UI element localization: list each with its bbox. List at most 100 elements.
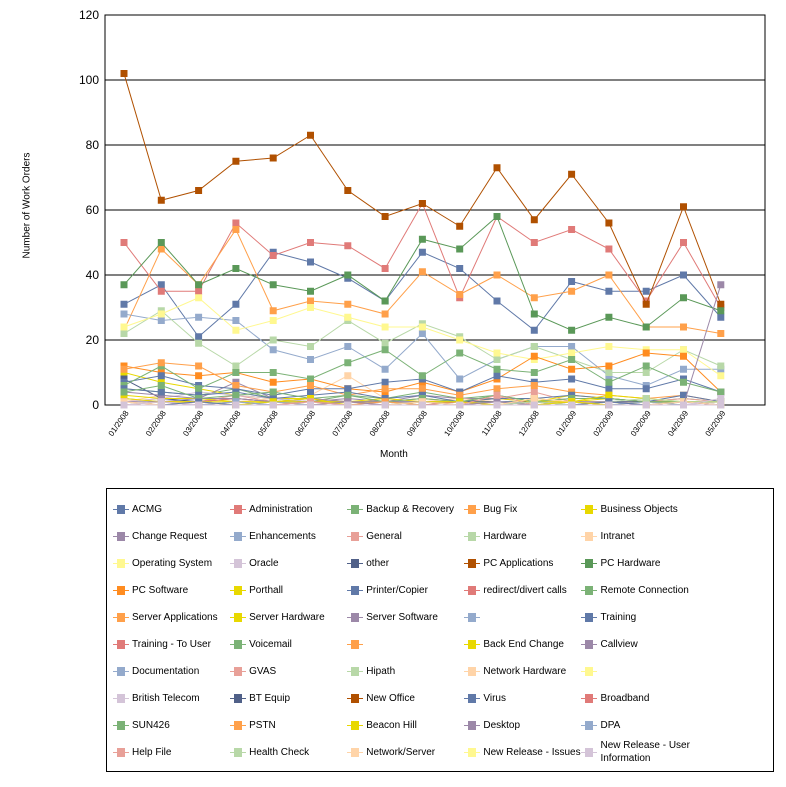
data-point <box>381 339 389 347</box>
data-point <box>120 388 128 396</box>
x-tick-label: 03/2008 <box>181 409 205 438</box>
data-point <box>195 339 203 347</box>
legend-label: ACMG <box>132 503 162 515</box>
data-point <box>680 239 687 246</box>
data-point <box>568 226 576 233</box>
legend-item: Hipath <box>347 658 481 684</box>
data-point <box>307 343 314 350</box>
legend-swatch-icon <box>464 531 481 541</box>
legend-swatch-icon <box>347 612 364 622</box>
data-point <box>605 313 613 321</box>
data-point <box>195 372 203 380</box>
x-tick-label: 02/2008 <box>144 409 168 438</box>
data-point <box>195 281 203 289</box>
legend-swatch-icon <box>230 558 247 568</box>
data-point <box>157 245 165 253</box>
data-point <box>717 300 725 308</box>
legend-item: Business Objects <box>581 496 715 522</box>
legend-label: Health Check <box>249 746 310 758</box>
data-point <box>120 310 128 318</box>
legend-swatch-icon <box>230 531 247 541</box>
series-pc-hardware <box>120 213 725 334</box>
legend-item: Porthall <box>230 577 364 603</box>
data-point <box>157 372 165 380</box>
legend-label: Network/Server <box>366 746 436 758</box>
data-point <box>195 287 203 295</box>
data-point <box>381 310 389 318</box>
legend-swatch-icon <box>581 720 598 730</box>
x-tick-label: 06/2008 <box>293 409 317 438</box>
legend-label: Administration <box>249 503 313 515</box>
data-point <box>381 401 389 409</box>
data-point <box>717 362 725 370</box>
data-point <box>680 294 687 302</box>
legend-label: British Telecom <box>132 692 200 704</box>
data-point <box>195 385 203 393</box>
data-point <box>717 401 725 409</box>
legend-swatch-icon <box>464 639 481 649</box>
legend-label: Hardware <box>483 530 527 542</box>
legend-label: Callview <box>600 638 638 650</box>
legend-swatch-icon <box>581 531 598 541</box>
legend-swatch-icon <box>113 666 129 676</box>
legend-label: Remote Connection <box>600 584 689 596</box>
data-point <box>605 362 613 370</box>
legend-label: Back End Change <box>483 638 564 650</box>
data-point <box>418 268 426 276</box>
legend-label: Help File <box>132 746 172 758</box>
data-point <box>344 391 352 399</box>
data-point <box>232 362 240 370</box>
series-pc-applications <box>120 70 725 308</box>
y-tick-label: 20 <box>86 333 100 347</box>
data-point <box>418 401 426 409</box>
data-point <box>568 401 576 409</box>
legend-item: DPA <box>581 712 715 738</box>
data-point <box>232 369 240 376</box>
legend-swatch-icon <box>230 747 247 757</box>
legend-swatch-icon <box>347 504 364 514</box>
legend-item: Training - To User <box>113 631 247 657</box>
legend-item: Desktop <box>464 712 598 738</box>
data-point <box>456 375 464 383</box>
y-tick-label: 60 <box>86 203 100 217</box>
data-point <box>642 349 650 357</box>
data-point <box>157 317 165 324</box>
legend: ACMG Administration Backup & Recovery Bug F… <box>106 488 774 772</box>
data-point <box>307 304 314 311</box>
legend-label: Voicemail <box>249 638 292 650</box>
legend-item: Enhancements <box>230 523 364 549</box>
legend-item: Operating System <box>113 550 247 576</box>
legend-swatch-icon <box>581 693 598 703</box>
legend-label: Network Hardware <box>483 665 567 677</box>
data-point <box>381 378 389 386</box>
legend-label: Documentation <box>132 665 200 677</box>
legend-label: Desktop <box>483 719 521 731</box>
x-tick-label: 04/2009 <box>666 409 690 438</box>
data-point <box>456 265 464 272</box>
data-point <box>381 213 389 220</box>
data-point <box>493 356 501 363</box>
data-point <box>381 323 389 331</box>
legend-swatch-icon <box>113 693 129 703</box>
data-point <box>642 300 650 308</box>
data-point <box>232 219 240 227</box>
legend-label: Training - To User <box>132 638 211 650</box>
data-point <box>307 287 314 295</box>
data-point <box>307 382 314 389</box>
data-point <box>680 323 687 331</box>
data-point <box>344 359 352 367</box>
legend-label: DPA <box>600 719 621 731</box>
legend-swatch-icon <box>347 639 364 649</box>
legend-label: Server Software <box>366 611 438 623</box>
legend-item: Server Software <box>347 604 481 630</box>
data-point <box>642 362 650 370</box>
data-point <box>195 333 203 341</box>
data-point <box>530 352 538 360</box>
legend-item: PSTN <box>230 712 364 738</box>
legend-swatch-icon <box>230 693 247 703</box>
data-point <box>157 287 165 295</box>
data-point <box>530 369 538 376</box>
data-point <box>120 365 128 373</box>
legend-item: GVAS <box>230 658 364 684</box>
legend-item: New Release - User Information <box>581 739 715 765</box>
